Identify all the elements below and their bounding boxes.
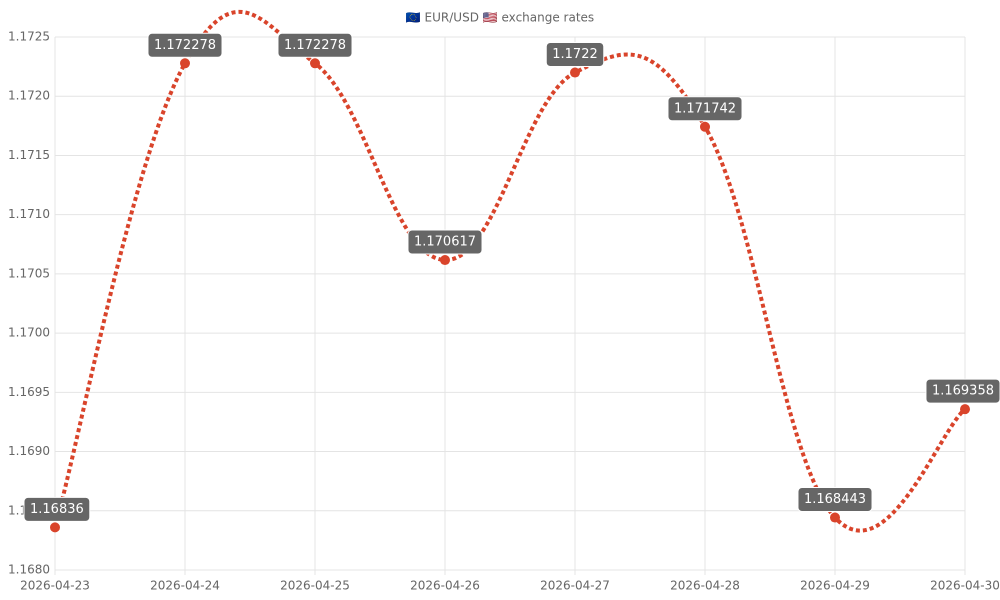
x-tick-label: 2026-04-25 [280, 579, 350, 593]
y-tick-label: 1.1715 [8, 148, 50, 162]
data-label-text: 1.171742 [674, 101, 736, 116]
data-label: 1.169358 [925, 378, 1000, 404]
y-tick-label: 1.1710 [8, 207, 50, 221]
data-label-box [667, 96, 743, 122]
data-label-box [23, 496, 91, 522]
data-label-box [925, 378, 1000, 404]
y-tick-label: 1.1725 [8, 30, 50, 44]
data-label-box [277, 32, 353, 58]
line [53, 10, 967, 533]
y-tick-label: 1.1700 [8, 326, 50, 340]
point [440, 255, 450, 266]
x-tick-label: 2026-04-27 [540, 579, 610, 593]
data-label-box [797, 487, 873, 513]
data-label-text: 1.172278 [284, 38, 346, 53]
point [570, 67, 580, 78]
y-tick-label: 1.1690 [8, 444, 50, 458]
data-label-text: 1.170617 [414, 235, 476, 250]
y-tick-label: 1.1705 [8, 266, 50, 280]
point [830, 512, 840, 523]
data-label-text: 1.169358 [932, 384, 994, 399]
data-label: 1.170617 [407, 229, 483, 255]
data-label-text: 1.1722 [552, 47, 598, 62]
point [50, 522, 60, 533]
data-label-text: 1.172278 [154, 38, 216, 53]
y-tick-label: 1.1680 [8, 563, 50, 577]
x-tick-label: 2026-04-30 [930, 579, 1000, 593]
data-label-text: 1.168443 [804, 492, 866, 507]
y-tick-label: 1.1720 [8, 89, 50, 103]
x-tick-label: 2026-04-28 [670, 579, 740, 593]
point [180, 58, 190, 69]
data-label: 1.1722 [545, 42, 605, 68]
x-tick-label: 2026-04-29 [800, 579, 870, 593]
point [960, 404, 970, 415]
point [310, 58, 320, 69]
point [700, 121, 710, 132]
data-label: 1.172278 [147, 32, 223, 58]
data-label: 1.172278 [277, 32, 353, 58]
data-label-box [407, 229, 483, 255]
data-label-box [545, 42, 605, 68]
x-tick-label: 2026-04-24 [150, 579, 220, 593]
data-label-text: 1.16836 [30, 502, 84, 517]
data-label: 1.171742 [667, 96, 743, 122]
y-tick-label: 1.1695 [8, 385, 50, 399]
x-tick-label: 2026-04-26 [410, 579, 480, 593]
data-label: 1.168443 [797, 487, 873, 513]
x-tick-label: 2026-04-23 [20, 579, 90, 593]
chart-title: 🇪🇺 EUR/USD 🇺🇸 exchange rates [406, 11, 594, 25]
data-label: 1.16836 [23, 496, 91, 522]
data-label-box [147, 32, 223, 58]
